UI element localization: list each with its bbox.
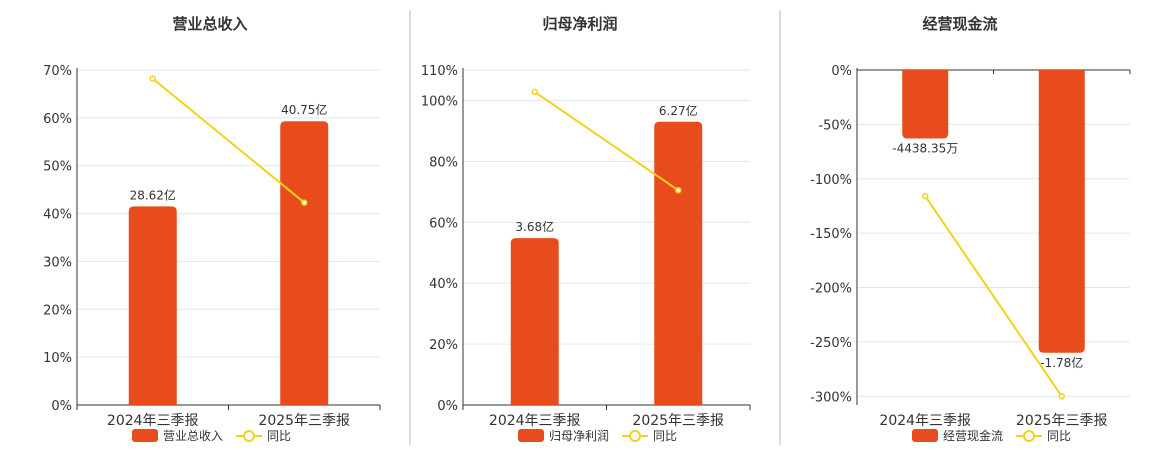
chart-2-bar: [654, 121, 703, 405]
chart-1-ytick-label: 30%: [43, 255, 72, 270]
chart-1-bar-label: 40.75亿: [281, 102, 327, 117]
chart-3-title: 经营现金流: [922, 15, 997, 33]
chart-2-yoy-point: [675, 187, 682, 194]
chart-3-yoy-point: [922, 192, 929, 200]
chart-3-ytick-label: -100%: [810, 173, 852, 188]
chart-3-category-label: 2024年三季报: [879, 413, 971, 429]
chart-1-ytick-label: 0%: [51, 399, 72, 414]
chart-1-bar-label: 28.62亿: [130, 187, 176, 202]
chart-2-category-label: 2024年三季报: [489, 413, 581, 429]
chart-1-yoy-line: [152, 77, 305, 204]
chart-3-ytick-label: -150%: [810, 227, 852, 242]
chart-3-ytick-label: -250%: [810, 336, 852, 351]
chart-1-category-label: 2024年三季报: [107, 413, 199, 429]
chart-1-title: 营业总收入: [172, 15, 247, 33]
chart-3-ytick-label: -300%: [810, 390, 852, 405]
chart-2-legend-bar-label: 归母净利润: [549, 429, 609, 443]
chart-1-ytick-label: 60%: [43, 112, 72, 127]
chart-1-yoy-point: [301, 199, 308, 206]
chart-3-yoy-point: [1058, 393, 1065, 400]
chart-3-category-label: 2025年三季报: [1016, 413, 1108, 429]
chart-1-legend-line-label: 同比: [267, 429, 291, 443]
chart-1-legend-bar-label: 营业总收入: [163, 429, 223, 443]
chart-2-yoy-line: [534, 91, 679, 192]
chart-2-title: 归母净利润: [542, 15, 617, 33]
chart-1-bar: [280, 121, 329, 405]
chart-1-ytick-label: 10%: [43, 351, 72, 366]
chart-1-yoy-point: [149, 75, 156, 82]
chart-2-category-label: 2025年三季报: [632, 413, 724, 429]
chart-1-ytick-label: 20%: [43, 303, 72, 318]
chart-1-legend-line-marker: [243, 430, 255, 442]
chart-1-ytick-label: 50%: [43, 160, 72, 175]
chart-2-bar-label: 3.68亿: [515, 219, 554, 234]
chart-1-ytick-label: 70%: [43, 64, 72, 79]
chart-3-legend-line-marker: [1023, 430, 1035, 442]
chart-3-legend-line-label: 同比: [1047, 429, 1071, 443]
chart-1-ytick-label: 40%: [43, 208, 72, 223]
chart-1-legend-bar-swatch: [132, 429, 158, 442]
chart-1-category-label: 2025年三季报: [258, 413, 350, 429]
chart-3-yoy-line: [924, 195, 1063, 397]
chart-3-ytick-label: -200%: [810, 282, 852, 297]
chart-3-bar-label: -1.78亿: [1040, 355, 1083, 370]
chart-3-bar: [902, 70, 949, 139]
chart-2-ytick-label: 40%: [429, 277, 458, 292]
chart-2-legend-bar-swatch: [518, 429, 544, 442]
chart-3-legend-bar-label: 经营现金流: [943, 428, 1003, 443]
chart-3-ytick-label: 0%: [831, 64, 852, 79]
chart-3-bar: [1038, 70, 1085, 353]
chart-2-bar-label: 6.27亿: [659, 103, 698, 118]
chart-2-ytick-label: 0%: [437, 399, 458, 414]
chart-2-ytick-label: 80%: [429, 155, 458, 170]
chart-2-ytick-label: 100%: [421, 94, 458, 109]
chart-2-bar: [510, 238, 559, 405]
chart-3-legend-bar-swatch: [912, 429, 938, 442]
chart-2-ytick-label: 60%: [429, 216, 458, 231]
chart-2-ytick-label: 20%: [429, 338, 458, 353]
chart-2-yoy-point: [531, 88, 538, 96]
chart-3-ytick-label: -50%: [818, 118, 852, 133]
chart-2-legend-line-marker: [629, 430, 641, 442]
chart-3-bar-label: -4438.35万: [892, 142, 958, 156]
chart-1-bar: [128, 206, 177, 405]
chart-2-legend-line-label: 同比: [653, 429, 677, 443]
chart-2-ytick-label: 110%: [421, 64, 458, 79]
